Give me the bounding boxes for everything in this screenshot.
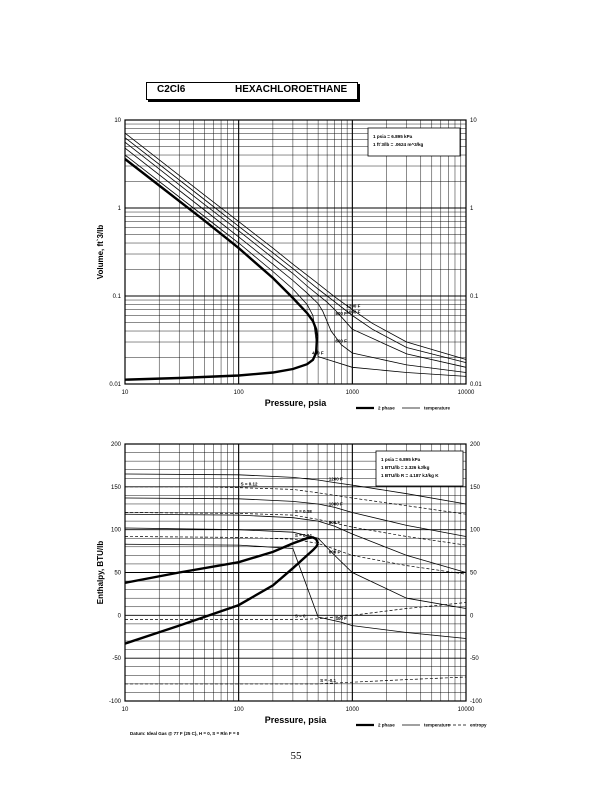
datum-footnote: Datum: Ideal Gas @ 77 F (25 C), H = 0, S… xyxy=(130,731,240,736)
y-tick-label: 1 xyxy=(118,206,122,212)
legend-label: entropy xyxy=(470,723,487,728)
y-tick-label-right: 100 xyxy=(470,528,481,534)
y-axis-label: Enthalpy, BTU/lb xyxy=(96,541,105,605)
units-line: 1 psia = 6.895 kPa xyxy=(373,134,413,139)
temperature-line xyxy=(124,527,467,609)
y-tick-label: 0 xyxy=(118,613,122,619)
chart-1: 10 100 1000 100000.010.11100.010.1110Pressu… xyxy=(96,118,482,411)
x-tick-label: 1000 xyxy=(346,707,360,713)
temperature-line xyxy=(124,543,467,639)
y-tick-label-right: 50 xyxy=(470,571,477,577)
y-tick-label-right: 150 xyxy=(470,485,481,491)
grid xyxy=(124,119,467,385)
units-box xyxy=(367,127,461,157)
y-tick-label-right: -100 xyxy=(470,699,483,705)
y-tick-label: -100 xyxy=(109,699,122,705)
y-tick-label: 10 xyxy=(114,118,121,124)
x-axis-label: Pressure, psia xyxy=(265,398,328,408)
x-tick-label: 10 xyxy=(122,390,129,396)
temperature-line xyxy=(124,147,467,373)
curve-label: 800 F xyxy=(335,311,347,316)
curve-label: 1000 F xyxy=(329,501,343,506)
legend-label: temperature xyxy=(424,406,451,411)
units-box xyxy=(375,450,464,487)
units-line: 1 ft`3/lb = .0624 m^3/kg xyxy=(373,142,423,147)
temperature-line xyxy=(124,473,467,505)
curve-label: 800 F xyxy=(329,520,341,525)
curve-label: S = 0.12 xyxy=(241,482,258,487)
compound-name: HEXACHLOROETHANE xyxy=(235,84,348,95)
entropy-line xyxy=(125,486,467,515)
x-axis-label: Pressure, psia xyxy=(265,715,328,725)
curve-label: S = -0.1 xyxy=(320,678,336,683)
curve-label: 1200 F xyxy=(329,477,343,482)
y-tick-label-right: 200 xyxy=(470,442,481,448)
units-line: 1 BTU/lb R = 4.187 kJ/kg K xyxy=(381,473,439,478)
legend-label: 2 phase xyxy=(378,406,395,411)
y-tick-label-right: 0.01 xyxy=(470,382,482,388)
temperature-line xyxy=(124,154,467,377)
y-tick-label: 150 xyxy=(111,485,122,491)
x-tick-label: 10000 xyxy=(458,707,475,713)
x-tick-label: 10000 xyxy=(458,390,475,396)
two-phase-curve xyxy=(124,542,320,645)
curve-label: 400 F xyxy=(312,351,324,356)
two-phase-curve xyxy=(124,536,320,584)
curve-label: S = 0 xyxy=(295,614,306,619)
plot-frame xyxy=(124,119,467,385)
units-line: 1 BTU/lb = 2.326 kJ/kg xyxy=(381,465,430,470)
y-tick-label: 200 xyxy=(111,442,122,448)
curve-label: S = 0.04 xyxy=(295,533,312,538)
y-tick-label: 0.1 xyxy=(113,294,122,300)
entropy-line xyxy=(125,676,467,685)
temperature-line xyxy=(124,132,467,360)
temperature-line xyxy=(124,497,467,537)
x-tick-label: 10 xyxy=(122,707,129,713)
x-tick-label: 100 xyxy=(234,707,245,713)
legend-label: 2 phase xyxy=(378,723,395,728)
curve-label: 600 F xyxy=(335,339,347,344)
y-tick-label: 0.01 xyxy=(109,382,121,388)
temperature-line xyxy=(124,141,467,368)
y-tick-label-right: -50 xyxy=(470,656,479,662)
x-tick-label: 1000 xyxy=(346,390,360,396)
entropy-line xyxy=(125,602,467,620)
temperature-line xyxy=(124,137,467,363)
curve-label: S = 0.08 xyxy=(295,509,312,514)
y-axis-label: Volume, ft`3/lb xyxy=(96,225,105,280)
compound-formula: C2Cl6 xyxy=(157,84,186,95)
curve-label: 600 F xyxy=(329,549,341,554)
chart-2: 10 100 1000 10000-100-50050100150200-100-50… xyxy=(96,442,487,728)
y-tick-label: 50 xyxy=(114,571,121,577)
y-tick-label: -50 xyxy=(112,656,121,662)
y-tick-label-right: 0 xyxy=(470,613,474,619)
x-tick-label: 100 xyxy=(234,390,245,396)
curve-label: 1200 F xyxy=(346,304,360,309)
temperature-line xyxy=(124,513,467,573)
legend-label: temperature xyxy=(424,723,451,728)
page-number: 55 xyxy=(290,750,302,762)
y-tick-label-right: 0.1 xyxy=(470,294,479,300)
y-tick-label-right: 1 xyxy=(470,206,474,212)
y-tick-label: 100 xyxy=(111,528,122,534)
y-tick-label-right: 10 xyxy=(470,118,477,124)
curve-label: 1000 F xyxy=(346,310,360,315)
units-line: 1 psia = 6.895 kPa xyxy=(381,457,421,462)
two-phase-curve xyxy=(124,336,319,381)
header-box: C2Cl6 HEXACHLOROETHANE xyxy=(146,82,358,100)
curve-label: 400 F xyxy=(335,616,347,621)
